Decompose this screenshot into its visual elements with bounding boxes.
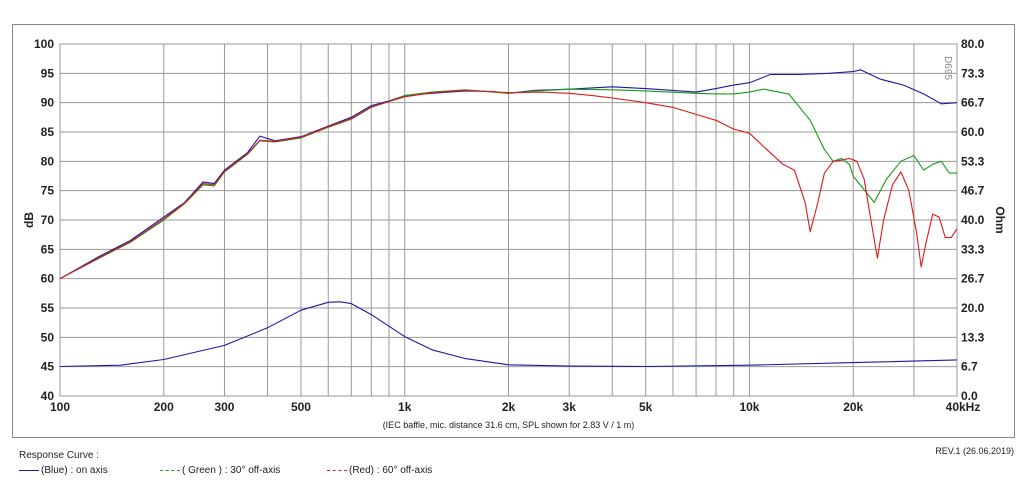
y-tick-label-left: 80: [41, 154, 55, 168]
watermark-label: D695: [942, 56, 953, 80]
y-tick-label-left: 45: [41, 360, 55, 374]
x-tick-label: 3k: [563, 400, 577, 414]
x-tick-label: 40kHz: [946, 400, 981, 414]
y-tick-label-right: 46.7: [961, 184, 985, 198]
x-tick-label: 5k: [639, 400, 653, 414]
x-tick-label: 200: [154, 400, 174, 414]
y-tick-label-right: 20.0: [961, 301, 985, 315]
y-tick-label-right: 73.3: [961, 66, 985, 80]
y-tick-label-right: 40.0: [961, 213, 985, 227]
y-tick-label-right: 80.0: [961, 37, 985, 51]
legend-item-blue: (Blue) : on axis: [19, 465, 108, 476]
y-tick-label-right: 13.3: [961, 330, 985, 344]
y-tick-label-right: 53.3: [961, 154, 985, 168]
legend-label-green: ( Green ) : 30° off-axis: [182, 465, 281, 476]
legend-label-red: (Red) : 60° off-axis: [349, 465, 433, 476]
x-tick-label: 2k: [502, 400, 516, 414]
x-tick-label: 100: [50, 400, 70, 414]
y-tick-label-right: 6.7: [961, 360, 978, 374]
revision-label: REV.1 (26.06.2019): [935, 446, 1014, 456]
legend-label-blue: (Blue) : on axis: [41, 465, 108, 476]
y-tick-label-left: 65: [41, 242, 55, 256]
y-tick-label-left: 60: [41, 272, 55, 286]
y-tick-label-right: 0.0: [961, 389, 978, 403]
legend-item-green: ( Green ) : 30° off-axis: [160, 465, 280, 476]
y-tick-label-left: 95: [41, 66, 55, 80]
y-tick-label-left: 75: [41, 184, 55, 198]
legend-swatch-red: [327, 470, 347, 471]
y-tick-label-left: 100: [34, 37, 54, 51]
y-tick-label-right: 60.0: [961, 125, 985, 139]
series-impedance: [59, 301, 958, 368]
x-tick-label: 20k: [843, 400, 863, 414]
y-tick-label-left: 90: [41, 96, 55, 110]
legend-swatch-green: [160, 470, 180, 471]
y-tick-label-left: 50: [41, 330, 55, 344]
chart-frame: 100 200 300 500 1k 2k 3k 5k 10k 20k 40kHz 40 45 50 55 6…: [12, 24, 1015, 438]
y-tick-label-left: 85: [41, 125, 55, 139]
y-tick-label-left: 55: [41, 301, 55, 315]
legend-title: Response Curve :: [19, 450, 100, 461]
y-tick-label-right: 66.7: [961, 96, 985, 110]
legend-swatch-blue: [19, 470, 39, 471]
measurement-note: (IEC baffle, mic. distance 31.6 cm, SPL …: [383, 420, 635, 430]
y-tick-label-left: 40: [41, 389, 55, 403]
y-axis-label-left: dB: [22, 212, 36, 228]
y-tick-label-left: 70: [41, 213, 55, 227]
x-tick-label: 1k: [398, 400, 412, 414]
y-tick-label-right: 33.3: [961, 242, 985, 256]
x-tick-label: 10k: [739, 400, 759, 414]
chart-footer: Response Curve : REV.1 (26.06.2019) (Blu…: [14, 446, 1014, 496]
y-tick-label-right: 26.7: [961, 272, 985, 286]
x-tick-label: 300: [214, 400, 234, 414]
y-axis-label-right: Ohm: [993, 206, 1007, 233]
x-tick-label: 500: [291, 400, 311, 414]
legend-item-red: (Red) : 60° off-axis: [327, 465, 432, 476]
series-60-off-axis: [59, 89, 958, 280]
frequency-response-chart: 100 200 300 500 1k 2k 3k 5k 10k 20k 40kHz 40 45 50 55 6…: [22, 37, 1007, 430]
